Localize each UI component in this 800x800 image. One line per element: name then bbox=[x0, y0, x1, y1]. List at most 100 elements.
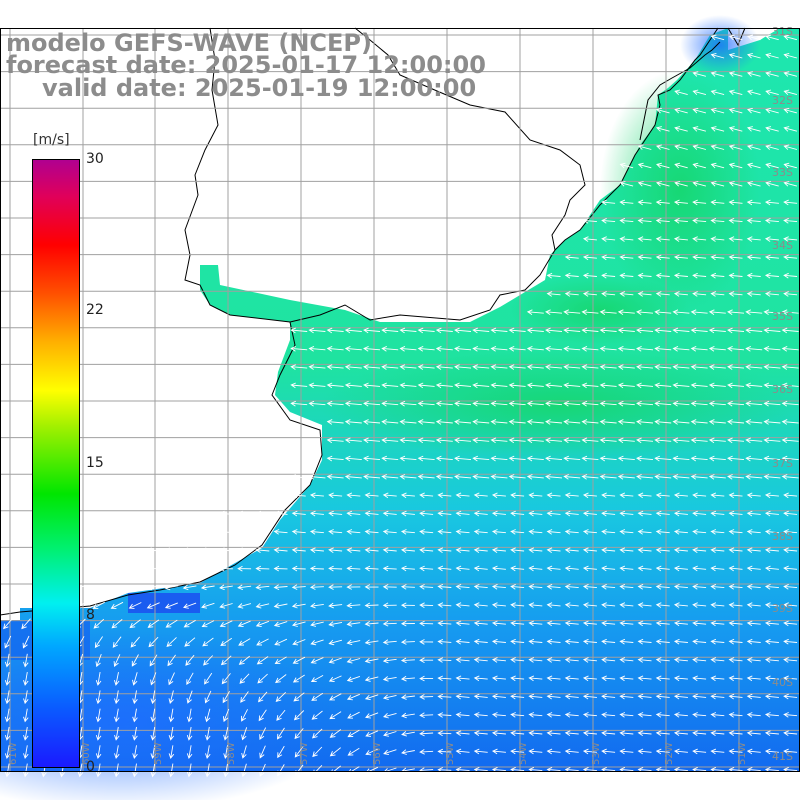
wind-arrow bbox=[581, 474, 599, 480]
wind-arrow bbox=[746, 748, 761, 755]
wind-arrow bbox=[564, 693, 579, 700]
wind-arrow bbox=[526, 419, 544, 425]
wind-arrow bbox=[746, 236, 761, 242]
wind-arrow bbox=[454, 382, 472, 389]
wind-arrow bbox=[220, 655, 232, 666]
wind-arrow bbox=[619, 162, 634, 169]
wind-arrow bbox=[4, 653, 11, 668]
wind-arrow bbox=[328, 602, 343, 609]
wind-arrow bbox=[564, 638, 579, 645]
wind-arrow bbox=[241, 763, 247, 778]
wind-arrow bbox=[545, 327, 563, 334]
wind-arrow bbox=[564, 510, 579, 517]
wind-arrow bbox=[601, 547, 616, 553]
wind-arrow bbox=[454, 419, 472, 425]
wind-arrow bbox=[727, 382, 745, 389]
wind-arrow bbox=[184, 637, 196, 647]
wind-arrow bbox=[328, 547, 343, 553]
wind-arrow bbox=[148, 636, 159, 648]
wind-arrow bbox=[150, 690, 156, 705]
wind-arrow bbox=[747, 181, 761, 187]
wind-arrows bbox=[3, 34, 799, 778]
wind-arrow bbox=[656, 181, 670, 187]
wind-arrow bbox=[259, 727, 267, 741]
wind-arrow bbox=[637, 547, 652, 553]
wind-arrow bbox=[673, 748, 688, 755]
wind-arrow bbox=[237, 584, 252, 591]
wind-arrow bbox=[745, 419, 763, 425]
wind-arrow bbox=[454, 364, 472, 370]
longitude-label: 61W bbox=[8, 742, 19, 765]
wind-arrow bbox=[255, 603, 270, 609]
wind-arrow bbox=[510, 712, 525, 718]
wind-arrow bbox=[131, 654, 139, 667]
wind-arrow bbox=[673, 492, 688, 499]
wind-arrow bbox=[277, 745, 285, 759]
wind-arrow bbox=[601, 693, 616, 700]
wind-arrow bbox=[581, 345, 599, 352]
wind-arrow bbox=[692, 748, 707, 755]
wind-arrow bbox=[455, 529, 470, 535]
longitude-label: 54W bbox=[518, 742, 529, 765]
wind-arrow bbox=[746, 675, 761, 682]
wind-arrow bbox=[619, 602, 634, 608]
wind-arrow bbox=[346, 492, 361, 499]
wind-arrow bbox=[655, 254, 670, 261]
wind-arrow bbox=[237, 565, 252, 572]
wind-arrow bbox=[473, 675, 488, 682]
wind-arrow bbox=[510, 675, 525, 682]
wind-arrow bbox=[655, 748, 670, 755]
wind-arrow bbox=[346, 621, 361, 627]
wind-arrow bbox=[258, 709, 267, 722]
wind-arrow bbox=[764, 254, 779, 261]
wind-arrow bbox=[783, 510, 798, 517]
wind-arrow bbox=[510, 657, 525, 663]
wind-arrow bbox=[746, 657, 761, 663]
wind-arrow bbox=[23, 672, 29, 686]
wind-arrow bbox=[637, 181, 652, 187]
wind-arrow bbox=[259, 745, 266, 759]
wind-arrow bbox=[617, 437, 635, 444]
wind-arrow bbox=[491, 657, 506, 663]
wind-arrow bbox=[637, 712, 652, 718]
wind-arrow bbox=[763, 364, 781, 370]
wind-arrow bbox=[311, 692, 324, 701]
wind-arrow bbox=[290, 327, 308, 334]
blue-band bbox=[0, 630, 350, 800]
wind-arrow bbox=[783, 89, 798, 96]
wind-arrow bbox=[490, 364, 508, 370]
wind-arrow bbox=[526, 400, 544, 407]
wind-arrow bbox=[292, 621, 306, 627]
wind-arrow bbox=[344, 437, 362, 444]
wind-arrow bbox=[599, 345, 617, 352]
wind-arrow bbox=[563, 474, 581, 480]
wind-arrow bbox=[581, 400, 599, 407]
wind-arrow bbox=[546, 583, 561, 590]
wind-arrow bbox=[692, 254, 707, 261]
wind-arrow bbox=[617, 419, 635, 425]
longitude-label: 51W bbox=[737, 742, 748, 765]
wind-arrow bbox=[708, 474, 726, 480]
wind-arrow bbox=[472, 419, 490, 425]
wind-arrow bbox=[692, 181, 707, 187]
wind-arrow bbox=[601, 254, 616, 261]
wind-arrow bbox=[747, 71, 761, 77]
wind-arrow bbox=[672, 400, 690, 407]
wind-arrow bbox=[582, 730, 597, 736]
wind-arrow bbox=[291, 529, 306, 535]
wind-arrow bbox=[747, 89, 761, 96]
wind-arrow bbox=[546, 529, 561, 535]
wind-arrow bbox=[764, 217, 779, 224]
wind-arrow bbox=[94, 636, 103, 649]
wind-arrow bbox=[275, 691, 287, 702]
wind-arrow bbox=[564, 254, 579, 261]
wind-arrow bbox=[783, 236, 798, 242]
wind-arrow bbox=[564, 547, 579, 553]
wind-arrow bbox=[257, 691, 268, 703]
wind-arrow bbox=[637, 236, 652, 242]
wind-arrow bbox=[783, 730, 798, 736]
wind-arrow bbox=[491, 565, 506, 572]
wind-arrow bbox=[728, 291, 743, 297]
wind-arrow bbox=[765, 162, 779, 169]
wind-arrow bbox=[491, 547, 506, 553]
